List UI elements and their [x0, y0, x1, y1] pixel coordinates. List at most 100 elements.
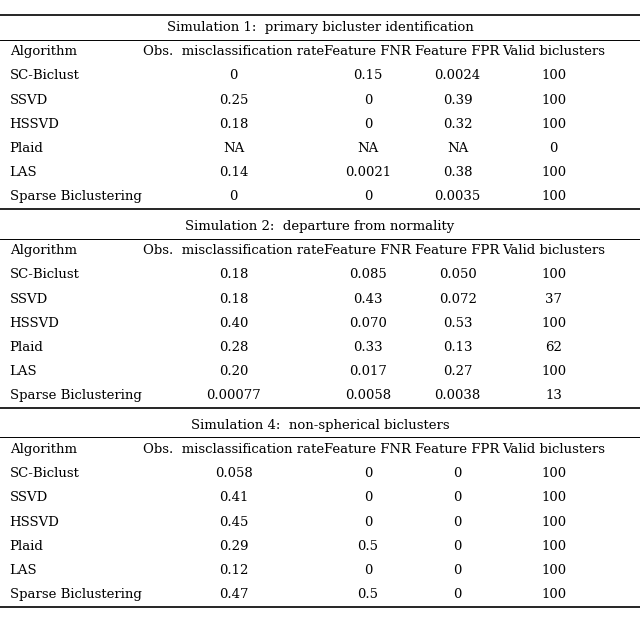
Text: Simulation 2:  departure from normality: Simulation 2: departure from normality	[186, 220, 454, 233]
Text: 0.0038: 0.0038	[435, 389, 481, 402]
Text: Algorithm: Algorithm	[10, 443, 77, 456]
Text: 100: 100	[541, 491, 566, 504]
Text: SSVD: SSVD	[10, 491, 48, 504]
Text: 0.050: 0.050	[439, 268, 476, 281]
Text: 0: 0	[229, 69, 238, 82]
Text: 0: 0	[364, 564, 372, 577]
Text: 100: 100	[541, 365, 566, 378]
Text: Simulation 4:  non-spherical biclusters: Simulation 4: non-spherical biclusters	[191, 419, 449, 432]
Text: 0.25: 0.25	[219, 94, 248, 107]
Text: 0: 0	[453, 467, 462, 480]
Text: Feature FPR: Feature FPR	[415, 244, 500, 257]
Text: 100: 100	[541, 540, 566, 553]
Text: NA: NA	[357, 142, 379, 155]
Text: 0.14: 0.14	[219, 166, 248, 179]
Text: Feature FNR: Feature FNR	[324, 244, 412, 257]
Text: 0.53: 0.53	[443, 317, 472, 330]
Text: 0.12: 0.12	[219, 564, 248, 577]
Text: 100: 100	[541, 564, 566, 577]
Text: 100: 100	[541, 268, 566, 281]
Text: 0.33: 0.33	[353, 341, 383, 354]
Text: 0.0058: 0.0058	[345, 389, 391, 402]
Text: Algorithm: Algorithm	[10, 244, 77, 257]
Text: Plaid: Plaid	[10, 540, 44, 553]
Text: 0.40: 0.40	[219, 317, 248, 330]
Text: 0.0035: 0.0035	[435, 190, 481, 203]
Text: 0.41: 0.41	[219, 491, 248, 504]
Text: 0.058: 0.058	[215, 467, 252, 480]
Text: 0: 0	[453, 588, 462, 601]
Text: 100: 100	[541, 190, 566, 203]
Text: Sparse Biclustering: Sparse Biclustering	[10, 190, 141, 203]
Text: 0.47: 0.47	[219, 588, 248, 601]
Text: LAS: LAS	[10, 166, 37, 179]
Text: SC-Biclust: SC-Biclust	[10, 268, 79, 281]
Text: 0.072: 0.072	[438, 292, 477, 305]
Text: 0.45: 0.45	[219, 515, 248, 528]
Text: 100: 100	[541, 94, 566, 107]
Text: Obs.  misclassification rate: Obs. misclassification rate	[143, 244, 324, 257]
Text: NA: NA	[223, 142, 244, 155]
Text: 100: 100	[541, 588, 566, 601]
Text: 0: 0	[364, 118, 372, 131]
Text: 0: 0	[364, 491, 372, 504]
Text: Plaid: Plaid	[10, 341, 44, 354]
Text: Feature FNR: Feature FNR	[324, 443, 412, 456]
Text: 0: 0	[549, 142, 558, 155]
Text: NA: NA	[447, 142, 468, 155]
Text: 0: 0	[453, 491, 462, 504]
Text: 0.13: 0.13	[443, 341, 472, 354]
Text: SC-Biclust: SC-Biclust	[10, 467, 79, 480]
Text: Feature FNR: Feature FNR	[324, 45, 412, 58]
Text: 0.5: 0.5	[358, 540, 378, 553]
Text: 0.15: 0.15	[353, 69, 383, 82]
Text: Valid biclusters: Valid biclusters	[502, 244, 605, 257]
Text: SSVD: SSVD	[10, 292, 48, 305]
Text: 100: 100	[541, 69, 566, 82]
Text: Simulation 1:  primary bicluster identification: Simulation 1: primary bicluster identifi…	[166, 21, 474, 34]
Text: LAS: LAS	[10, 564, 37, 577]
Text: 0.0024: 0.0024	[435, 69, 481, 82]
Text: 0.0021: 0.0021	[345, 166, 391, 179]
Text: 0.18: 0.18	[219, 268, 248, 281]
Text: Feature FPR: Feature FPR	[415, 443, 500, 456]
Text: HSSVD: HSSVD	[10, 118, 60, 131]
Text: 13: 13	[545, 389, 562, 402]
Text: 0.29: 0.29	[219, 540, 248, 553]
Text: 0: 0	[229, 190, 238, 203]
Text: Valid biclusters: Valid biclusters	[502, 45, 605, 58]
Text: 0: 0	[453, 540, 462, 553]
Text: 0.39: 0.39	[443, 94, 472, 107]
Text: 100: 100	[541, 317, 566, 330]
Text: 0.32: 0.32	[443, 118, 472, 131]
Text: Obs.  misclassification rate: Obs. misclassification rate	[143, 443, 324, 456]
Text: HSSVD: HSSVD	[10, 515, 60, 528]
Text: 0.18: 0.18	[219, 118, 248, 131]
Text: 0: 0	[364, 515, 372, 528]
Text: 62: 62	[545, 341, 562, 354]
Text: 0: 0	[453, 564, 462, 577]
Text: 0.5: 0.5	[358, 588, 378, 601]
Text: HSSVD: HSSVD	[10, 317, 60, 330]
Text: 0.20: 0.20	[219, 365, 248, 378]
Text: Feature FPR: Feature FPR	[415, 45, 500, 58]
Text: Sparse Biclustering: Sparse Biclustering	[10, 588, 141, 601]
Text: Valid biclusters: Valid biclusters	[502, 443, 605, 456]
Text: 37: 37	[545, 292, 562, 305]
Text: 0.00077: 0.00077	[206, 389, 261, 402]
Text: 0.38: 0.38	[443, 166, 472, 179]
Text: LAS: LAS	[10, 365, 37, 378]
Text: 0: 0	[364, 467, 372, 480]
Text: 0.070: 0.070	[349, 317, 387, 330]
Text: SSVD: SSVD	[10, 94, 48, 107]
Text: Sparse Biclustering: Sparse Biclustering	[10, 389, 141, 402]
Text: 0: 0	[364, 94, 372, 107]
Text: Algorithm: Algorithm	[10, 45, 77, 58]
Text: Obs.  misclassification rate: Obs. misclassification rate	[143, 45, 324, 58]
Text: SC-Biclust: SC-Biclust	[10, 69, 79, 82]
Text: 100: 100	[541, 166, 566, 179]
Text: 0.28: 0.28	[219, 341, 248, 354]
Text: Plaid: Plaid	[10, 142, 44, 155]
Text: 0.43: 0.43	[353, 292, 383, 305]
Text: 0.27: 0.27	[443, 365, 472, 378]
